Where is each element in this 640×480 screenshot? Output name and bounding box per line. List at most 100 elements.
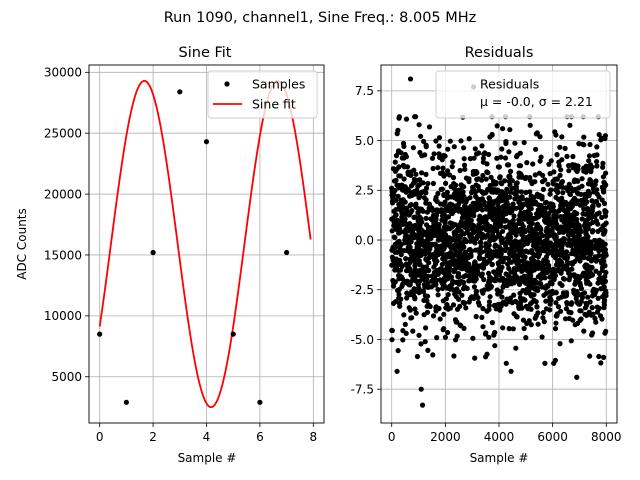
residual-point: [542, 360, 548, 366]
residual-point: [512, 270, 518, 277]
residual-point: [458, 278, 464, 285]
residual-point: [441, 201, 447, 208]
residual-point: [441, 192, 447, 198]
residual-point: [594, 144, 600, 150]
residual-point: [413, 204, 419, 210]
residual-point: [576, 185, 582, 191]
residual-point: [466, 222, 472, 228]
residual-point: [409, 289, 415, 295]
residual-point: [403, 116, 410, 122]
residual-point: [500, 325, 506, 331]
residual-point: [440, 327, 446, 333]
residual-point: [541, 271, 547, 277]
residual-point: [588, 169, 594, 175]
residual-point: [596, 248, 602, 254]
residual-point: [563, 212, 569, 218]
residual-point: [401, 143, 407, 149]
residual-point: [517, 171, 523, 177]
residual-point: [416, 182, 423, 188]
residual-point: [562, 253, 568, 260]
residual-point: [468, 248, 474, 254]
residual-point: [450, 221, 456, 227]
residual-point: [537, 225, 543, 231]
residual-point: [539, 179, 546, 185]
residual-point: [513, 298, 519, 304]
residual-point: [479, 207, 485, 213]
residual-point: [532, 172, 538, 178]
residual-point: [433, 304, 439, 310]
residual-point: [575, 273, 581, 279]
sample-point: [150, 249, 156, 256]
residual-point: [411, 277, 418, 283]
residual-point: [504, 296, 510, 302]
residual-point: [546, 221, 552, 227]
residual-point: [401, 184, 407, 190]
residual-point: [392, 279, 398, 285]
residual-point: [423, 185, 430, 191]
residual-point: [553, 320, 559, 326]
residual-point: [517, 212, 523, 218]
residual-point: [529, 248, 535, 254]
residual-point: [525, 306, 531, 312]
residual-point: [529, 198, 535, 204]
residuals-ytick-label: 2.5: [355, 184, 374, 198]
residual-point: [392, 259, 398, 265]
residuals-frame: [380, 64, 618, 424]
residual-point: [603, 328, 609, 334]
residual-point: [487, 210, 493, 216]
residual-point: [511, 225, 517, 231]
residual-point: [509, 278, 515, 284]
residual-point: [519, 265, 525, 271]
sine-fit-ytick-label: 30000: [44, 66, 82, 80]
residual-point: [540, 310, 546, 316]
residual-point: [507, 219, 513, 225]
residual-point: [517, 163, 524, 169]
residual-point: [555, 304, 562, 310]
residual-point: [569, 300, 575, 306]
residual-point: [425, 293, 431, 299]
residual-point: [548, 229, 554, 235]
residual-point: [573, 201, 580, 207]
residual-point: [500, 197, 506, 203]
residual-point: [510, 326, 516, 332]
legend-sine-fit-label: Sine fit: [252, 97, 296, 112]
residual-point: [544, 232, 550, 238]
residual-point: [572, 291, 579, 298]
residual-point: [513, 205, 519, 211]
residual-point: [521, 139, 527, 146]
residual-point: [439, 213, 445, 219]
residual-point: [442, 153, 448, 159]
residual-point: [539, 334, 545, 340]
residual-point: [535, 207, 541, 213]
residual-point: [586, 255, 592, 261]
residual-point: [482, 331, 489, 337]
residual-point: [531, 297, 537, 303]
residual-point: [601, 305, 607, 311]
sine-fit-grid: [89, 65, 324, 423]
residual-point: [588, 266, 594, 272]
residual-point-outlier: [508, 368, 514, 374]
residual-point: [456, 264, 462, 271]
residual-point: [585, 279, 591, 285]
residual-point: [540, 186, 547, 192]
residual-point: [578, 285, 585, 292]
residual-point: [399, 206, 405, 212]
residual-point: [561, 219, 567, 225]
residual-point: [520, 317, 527, 323]
residual-point: [412, 191, 418, 197]
residual-point: [576, 141, 582, 147]
residual-point: [419, 170, 425, 176]
residual-point: [396, 291, 402, 297]
residual-point: [389, 262, 395, 268]
residual-point: [442, 334, 448, 340]
residual-point: [436, 143, 442, 149]
residual-point: [434, 198, 440, 205]
residual-point: [419, 232, 425, 238]
residual-point: [600, 174, 607, 180]
residual-point: [599, 275, 605, 282]
residual-point: [471, 295, 477, 301]
residual-point: [489, 261, 495, 267]
residual-point: [572, 281, 578, 287]
residual-point: [511, 311, 517, 317]
residual-point: [451, 288, 458, 294]
